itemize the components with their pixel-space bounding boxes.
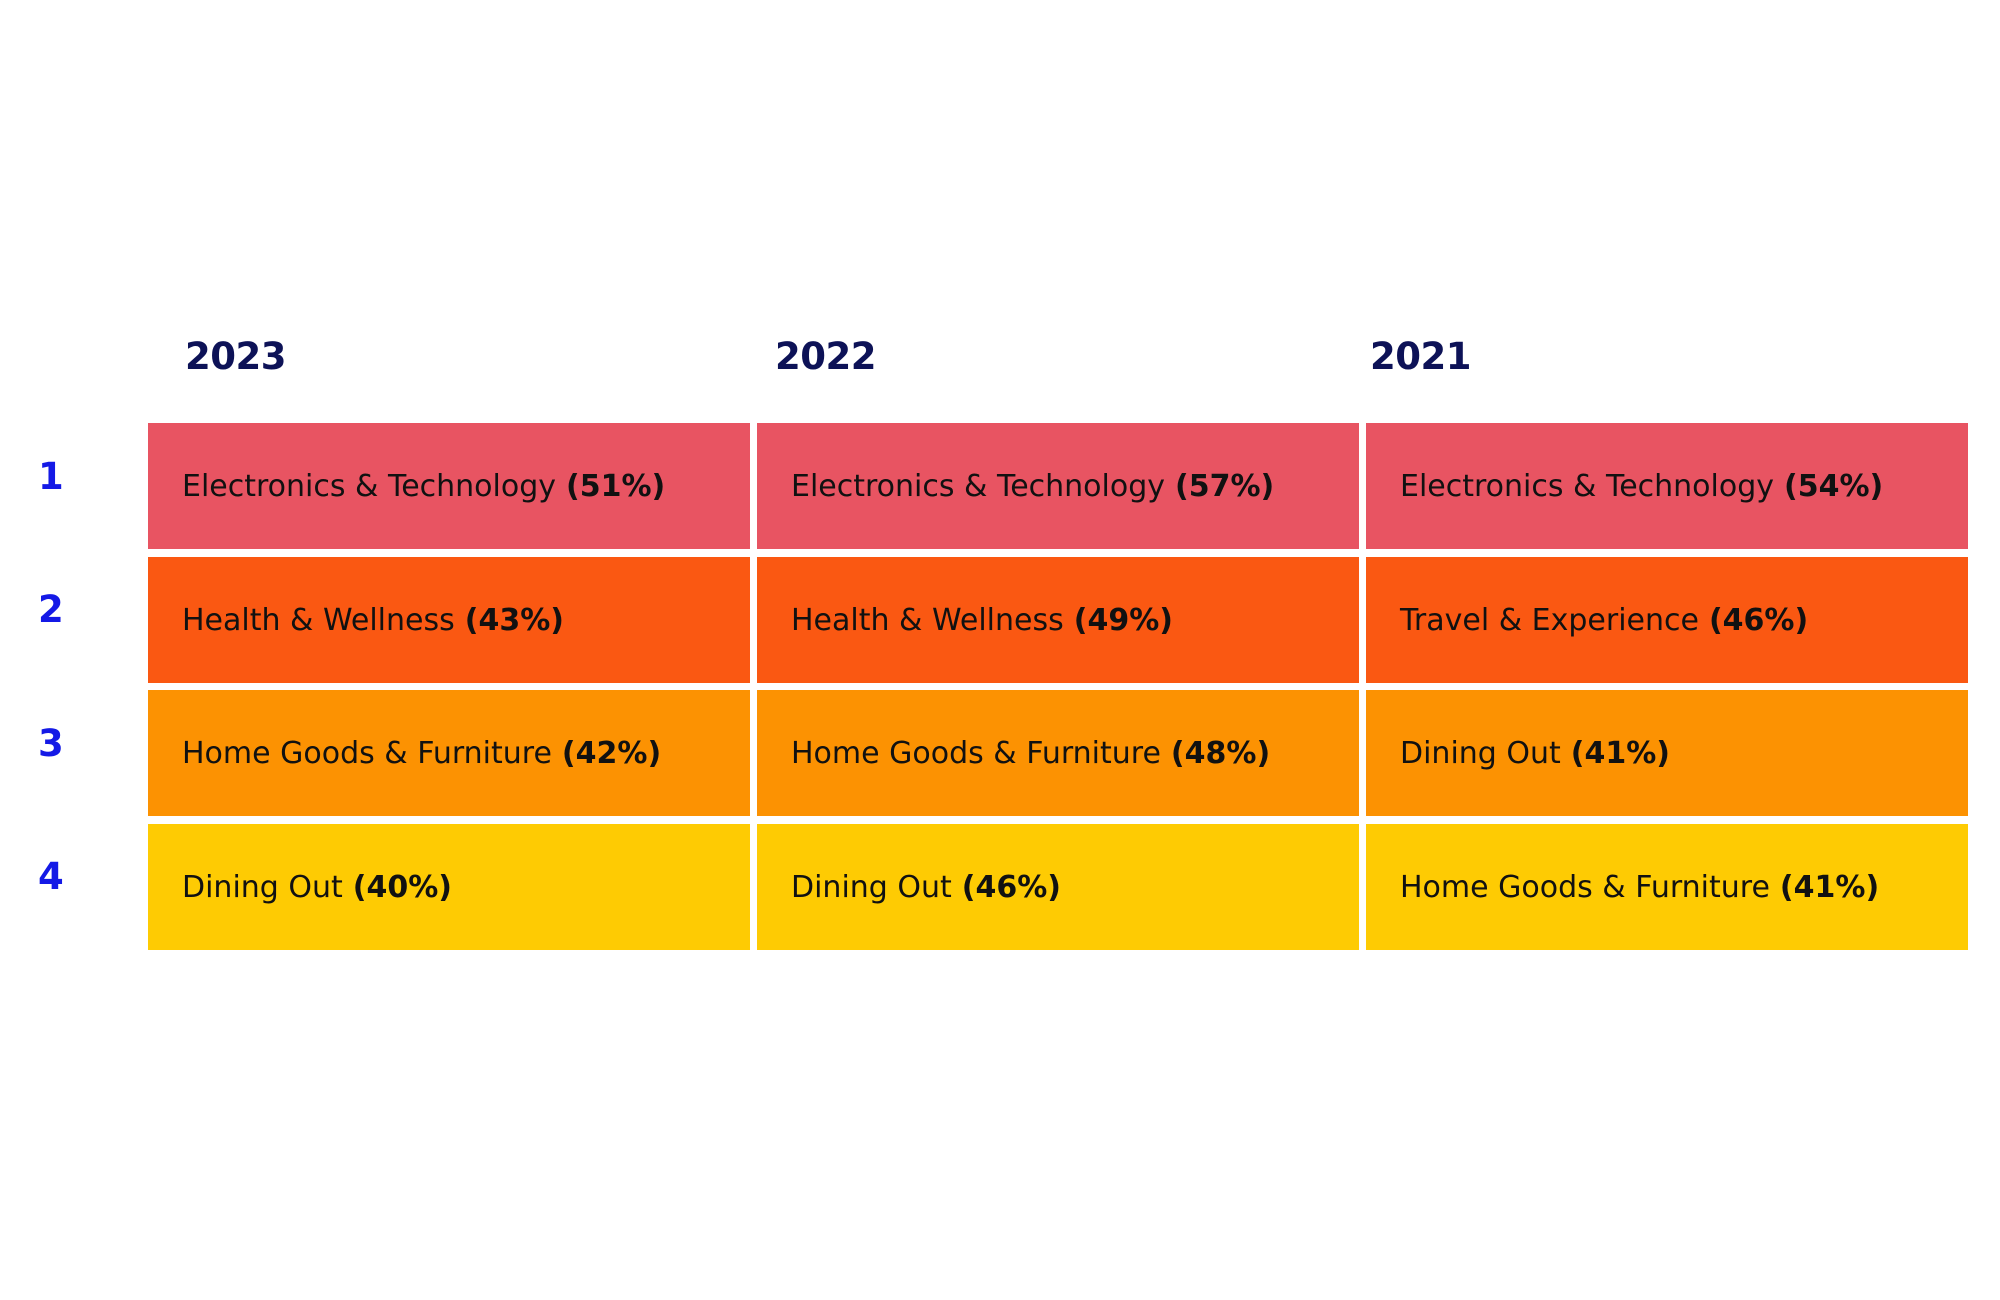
rank-label-3: 3 — [38, 722, 64, 765]
cell-label: Home Goods & Furniture — [182, 735, 552, 771]
cell-label: Dining Out — [1400, 735, 1561, 771]
cell-label: Home Goods & Furniture — [1400, 869, 1770, 905]
cell-label: Travel & Experience — [1400, 602, 1699, 638]
rank-label-4: 4 — [38, 855, 64, 898]
cell-value: (51%) — [566, 468, 666, 504]
table-cell-r1-c2: Electronics & Technology (57%) — [757, 423, 1359, 549]
table-cell-r2-c1: Health & Wellness (43%) — [148, 557, 750, 683]
cell-label: Electronics & Technology — [1400, 468, 1775, 504]
table-cell-r3-c1: Home Goods & Furniture (42%) — [148, 690, 750, 816]
cell-value: (40%) — [352, 869, 453, 905]
table-cell-r1-c3: Electronics & Technology (54%) — [1366, 423, 1968, 549]
cell-value: (41%) — [1779, 869, 1880, 905]
cell-value: (46%) — [961, 869, 1062, 905]
cell-value: (49%) — [1073, 602, 1173, 638]
cell-value: (57%) — [1175, 468, 1275, 504]
table-cell-r2-c3: Travel & Experience (46%) — [1366, 557, 1968, 683]
cell-label: Electronics & Technology — [791, 468, 1166, 504]
cell-value: (41%) — [1570, 735, 1671, 771]
cell-value: (43%) — [464, 602, 564, 638]
table-cell-r4-c2: Dining Out (46%) — [757, 824, 1359, 950]
rank-label-1: 1 — [38, 455, 64, 498]
table-cell-r3-c2: Home Goods & Furniture (48%) — [757, 690, 1359, 816]
column-header-2022: 2022 — [775, 335, 876, 378]
cell-value: (46%) — [1708, 602, 1809, 638]
cell-label: Electronics & Technology — [182, 468, 557, 504]
column-header-2021: 2021 — [1370, 335, 1471, 378]
cell-label: Health & Wellness — [182, 602, 455, 638]
table-cell-r4-c3: Home Goods & Furniture (41%) — [1366, 824, 1968, 950]
column-header-2023: 2023 — [185, 335, 286, 378]
table-cell-r3-c3: Dining Out (41%) — [1366, 690, 1968, 816]
rank-label-2: 2 — [38, 588, 64, 631]
table-cell-r4-c1: Dining Out (40%) — [148, 824, 750, 950]
cell-label: Dining Out — [791, 869, 952, 905]
cell-value: (48%) — [1170, 735, 1271, 771]
cell-label: Home Goods & Furniture — [791, 735, 1161, 771]
cell-value: (54%) — [1784, 468, 1884, 504]
cell-label: Dining Out — [182, 869, 343, 905]
cell-value: (42%) — [561, 735, 662, 771]
table-cell-r2-c2: Health & Wellness (49%) — [757, 557, 1359, 683]
cell-label: Health & Wellness — [791, 602, 1064, 638]
table-cell-r1-c1: Electronics & Technology (51%) — [148, 423, 750, 549]
